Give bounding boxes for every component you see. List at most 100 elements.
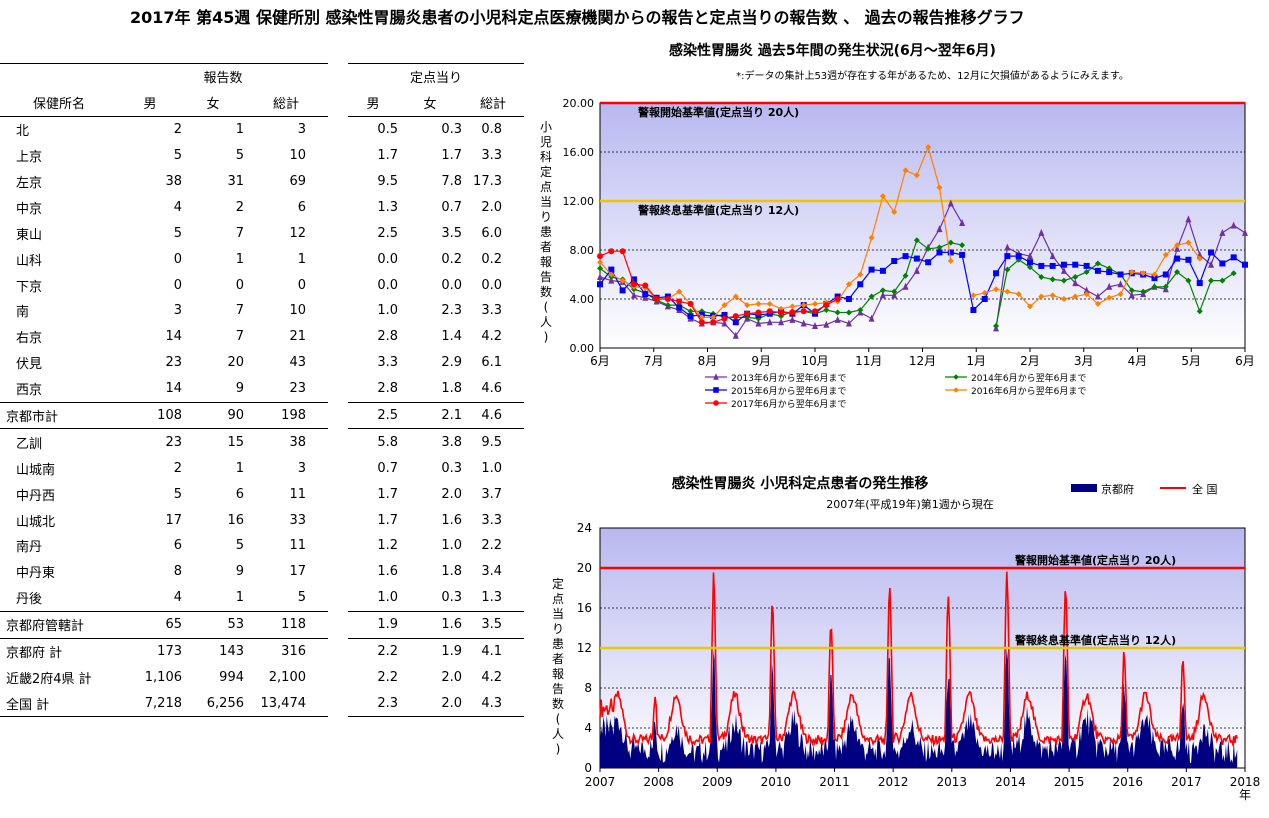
chart1-legend-marker (953, 374, 959, 380)
table-cell: 9 (235, 381, 244, 397)
chart1-point (608, 248, 615, 255)
table-cell: 3.3 (377, 355, 398, 371)
table-cell: 2.3 (441, 303, 462, 319)
chart1-point (642, 293, 649, 301)
chart1-point (1185, 277, 1192, 284)
chart2-x-tick-label: 2007 (585, 775, 616, 789)
chart1-point (1060, 296, 1067, 302)
table-gap (328, 246, 348, 272)
table-cell: 15 (182, 428, 244, 456)
chart1-point (993, 322, 1000, 329)
chart1-x-tick-label: 4月 (1128, 354, 1148, 368)
table-row: 北 2 1 3 0.5 0.3 0.8 (0, 116, 524, 142)
health-center-name: 中丹西 (16, 488, 56, 504)
table-cell: 994 (219, 669, 244, 685)
chart1-x-tick-label: 11月 (855, 354, 882, 368)
chart2-x-tick-label: 2014 (995, 775, 1026, 789)
table-cell: 10 (289, 148, 306, 164)
chart1-point (947, 258, 954, 265)
chart1-point (1185, 256, 1192, 263)
chart1-point (676, 288, 683, 295)
chart2-ylabel-char: ) (556, 742, 561, 756)
table-cell: 5 (173, 148, 182, 164)
chart1-point (1094, 300, 1101, 307)
chart1-point (936, 249, 943, 256)
chart1-point (1083, 291, 1090, 298)
chart1-point (1151, 271, 1158, 278)
chart1-point (925, 259, 932, 266)
table-row: 南丹 6 5 11 1.2 1.0 2.2 (0, 533, 524, 559)
table-cell: 0.0 (377, 251, 398, 267)
table-row: 京都府管轄計 65 53 118 1.9 1.6 3.5 (0, 610, 524, 639)
table-row: 右京 14 7 21 2.8 1.4 4.2 (0, 324, 524, 350)
chart1-point (766, 318, 773, 326)
page-title: 2017年 第45週 保健所別 感染性胃腸炎患者の小児科定点医療機関からの報告と… (130, 8, 1025, 27)
table-cell: 13,474 (244, 690, 328, 718)
table-row: 乙訓 23 15 38 5.8 3.8 9.5 (0, 428, 524, 456)
table-cell: 3 (297, 122, 306, 138)
chart1-point (1106, 282, 1113, 290)
chart2-x-unit: 年 (1239, 788, 1251, 802)
chart1-note: *:データの集計上53週が存在する年があるため、12月に欠損値があるようにみえま… (736, 69, 1129, 82)
chart1-point (1049, 262, 1056, 269)
chart1-ylabel-char: ( (544, 300, 549, 314)
col-header-female: 女 (182, 89, 244, 117)
table-cell: 4.2 (481, 329, 502, 345)
table-cell: 198 (244, 401, 328, 429)
chart1-title: 感染性胃腸炎 過去5年間の発生状況(6月～翌年6月) (669, 42, 996, 59)
chart2-x-tick-label: 2011 (819, 775, 850, 789)
chart1-point (721, 319, 728, 327)
table-cell: 2.8 (377, 381, 398, 397)
chart2-y-tick-label: 8 (584, 681, 592, 695)
chart1-point (868, 314, 875, 322)
table-cell: 0.3 (441, 590, 462, 606)
chart1-point (1117, 271, 1124, 278)
chart1-legend-label: 2016年6月から翌年6月まで (971, 385, 1086, 397)
chart1-point (608, 266, 615, 273)
chart1-legend-label: 2014年6月から翌年6月まで (971, 372, 1086, 384)
chart1-point (857, 271, 864, 278)
chart2-national-line (599, 571, 1238, 748)
table-cell: 20 (227, 355, 244, 371)
chart1-point (812, 300, 818, 307)
table-cell: 0.3 (441, 460, 462, 476)
chart2-ylabel-char: 報 (552, 667, 564, 681)
chart1-series-line (599, 250, 838, 323)
table-row: 山城北 17 16 33 1.7 1.6 3.3 (0, 507, 524, 533)
table-cell: 2 (173, 460, 182, 476)
chart1-ylabel-char: 定 (540, 164, 552, 179)
chart1-x-tick-label: 10月 (801, 354, 828, 368)
chart2-y-tick-label: 24 (577, 521, 592, 535)
table-row: 丹後 4 1 5 1.0 0.3 1.3 (0, 585, 524, 611)
table-cell: 1.0 (377, 303, 398, 319)
chart1-point (1185, 215, 1192, 223)
table-gap (328, 585, 348, 611)
chart1-point (1015, 253, 1022, 260)
chart1-ylabel-char: 告 (540, 270, 552, 284)
table-cell: 2.1 (398, 401, 462, 429)
health-center-name: 南 (16, 305, 30, 321)
table-gap (328, 481, 348, 507)
chart1-legend-marker (713, 400, 719, 406)
table-row: 中京 4 2 6 1.3 0.7 2.0 (0, 194, 524, 220)
chart1-point (1185, 239, 1192, 246)
table-cell: 4.3 (462, 690, 524, 718)
chart1-point (1027, 259, 1033, 266)
chart2-legend-swatch-kyoto (1071, 484, 1097, 492)
table-cell: 0.2 (481, 251, 502, 267)
chart1-point (981, 289, 988, 296)
chart1-point (857, 307, 864, 314)
chart2-x-tick-label: 2009 (702, 775, 733, 789)
table-cell: 65 (118, 610, 182, 639)
chart1-point (1208, 260, 1215, 268)
chart1-point (1242, 261, 1248, 268)
chart1-point (879, 291, 886, 299)
table-cell: 4.2 (481, 669, 502, 685)
chart1-point (970, 292, 977, 299)
chart1-x-tick-label: 6月 (590, 354, 610, 368)
chart1-point (902, 253, 909, 260)
chart1-point (812, 321, 818, 329)
table-cell: 3.5 (462, 610, 524, 639)
table-cell: 6,256 (182, 690, 244, 718)
table-cell: 6 (173, 538, 182, 554)
